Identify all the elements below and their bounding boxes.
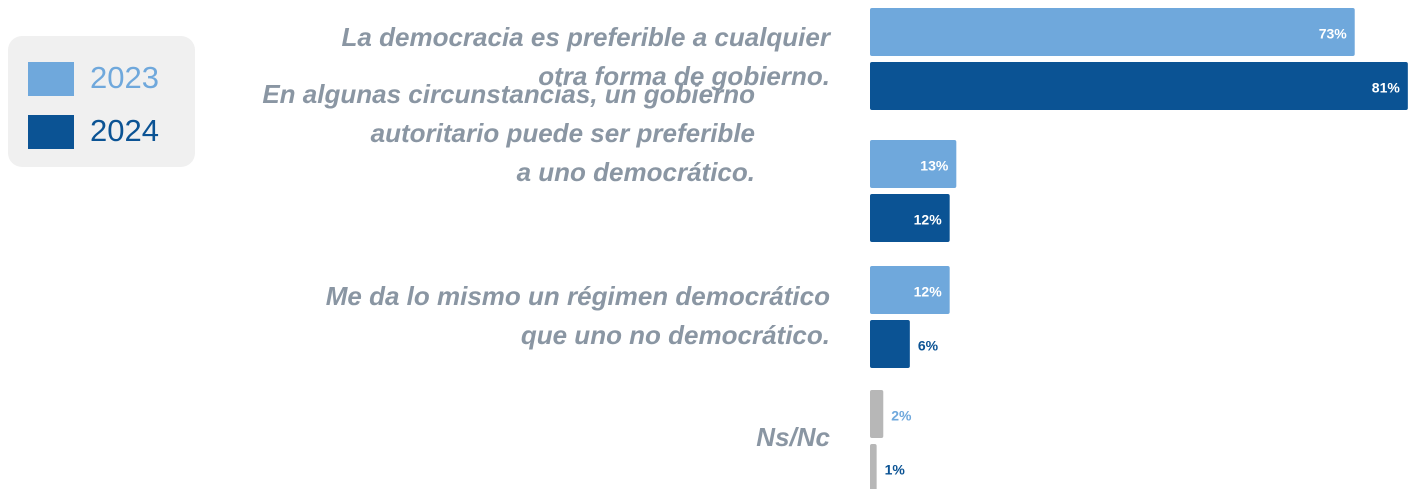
bar — [870, 140, 957, 188]
value-label: 12% — [914, 284, 943, 300]
value-label: 1% — [885, 462, 906, 478]
legend-swatch — [28, 115, 74, 149]
category-label: En algunas circunstancias, un gobierno a… — [262, 79, 755, 187]
bar — [870, 62, 1408, 110]
legend-swatch — [28, 62, 74, 96]
category-label: Ns/Nc — [756, 422, 830, 452]
legend-label: 2023 — [90, 60, 159, 95]
legend: 2023 2024 — [8, 36, 195, 167]
category-label: La democracia es preferible a cualquier … — [341, 22, 830, 91]
value-label: 6% — [918, 338, 939, 354]
value-label: 2% — [891, 408, 912, 424]
value-label: 13% — [920, 158, 949, 174]
bar — [870, 8, 1355, 56]
bar — [870, 266, 950, 314]
category-label: Me da lo mismo un régimen democrático qu… — [325, 281, 830, 350]
value-label: 81% — [1372, 80, 1401, 96]
value-label: 12% — [914, 212, 943, 228]
bar — [870, 390, 884, 438]
bar — [870, 320, 910, 368]
bar — [870, 194, 950, 242]
bar — [870, 444, 877, 489]
value-label: 73% — [1319, 26, 1348, 42]
legend-label: 2024 — [90, 113, 159, 148]
